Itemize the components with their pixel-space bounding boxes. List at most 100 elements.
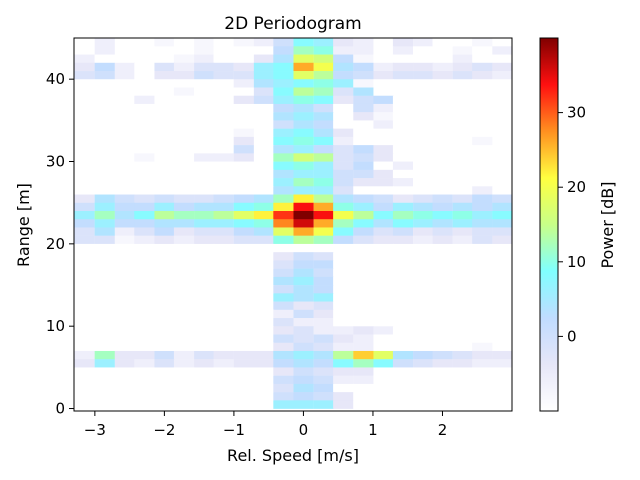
- heatmap-cell: [472, 202, 493, 212]
- heatmap-cell: [472, 243, 493, 253]
- heatmap-cell: [333, 153, 354, 162]
- heatmap-cell: [194, 87, 215, 96]
- heatmap-cell: [413, 326, 434, 335]
- heatmap-cell: [432, 87, 453, 96]
- heatmap-cell: [452, 79, 473, 88]
- heatmap-cell: [213, 169, 234, 179]
- heatmap-cell: [194, 103, 215, 113]
- heatmap-cell: [392, 392, 414, 401]
- heatmap-cell: [194, 342, 215, 352]
- heatmap-cell: [253, 54, 275, 64]
- heatmap-cell: [253, 227, 275, 236]
- heatmap-cell: [173, 128, 195, 138]
- heatmap-cell: [173, 293, 195, 302]
- heatmap-cell: [353, 276, 374, 286]
- heatmap-cell: [452, 309, 473, 319]
- heatmap-cell: [114, 169, 136, 179]
- heatmap-cell: [154, 194, 175, 203]
- heatmap-cell: [74, 293, 95, 302]
- heatmap-cell: [492, 400, 512, 409]
- heatmap-cell: [74, 252, 95, 261]
- heatmap-cell: [333, 309, 354, 319]
- heatmap-cell: [293, 186, 314, 195]
- heatmap-cell: [213, 38, 234, 47]
- heatmap-cell: [273, 318, 294, 327]
- heatmap-cell: [213, 145, 234, 154]
- heatmap-cell: [94, 268, 115, 278]
- colorbar-gradient: [540, 38, 558, 411]
- heatmap-cell: [413, 145, 434, 154]
- heatmap-cell: [253, 145, 275, 154]
- heatmap-cell: [74, 46, 95, 55]
- heatmap-cell: [472, 161, 493, 171]
- heatmap-cell: [74, 334, 95, 343]
- heatmap-cell: [114, 161, 136, 171]
- heatmap-cell: [194, 161, 215, 171]
- heatmap-cell: [74, 268, 95, 278]
- colorbar-tick-label: 30: [567, 104, 586, 122]
- heatmap-cell: [253, 350, 275, 360]
- heatmap-cell: [413, 194, 434, 203]
- heatmap-cell: [194, 186, 215, 195]
- heatmap-cell: [392, 227, 414, 236]
- heatmap-cell: [94, 400, 115, 409]
- heatmap-cell: [233, 334, 254, 343]
- heatmap-cell: [373, 62, 394, 72]
- heatmap-cell: [253, 153, 275, 162]
- heatmap-cell: [213, 194, 234, 203]
- heatmap-cell: [452, 285, 473, 294]
- heatmap-cell: [74, 87, 95, 96]
- heatmap-cell: [432, 38, 453, 47]
- heatmap-cell: [313, 211, 334, 220]
- heatmap-cell: [194, 326, 215, 335]
- heatmap-cell: [472, 301, 493, 311]
- heatmap-cell: [253, 136, 275, 146]
- heatmap-cell: [213, 62, 234, 72]
- heatmap-cell: [432, 79, 453, 88]
- heatmap-cell: [353, 334, 374, 343]
- heatmap-cell: [233, 301, 254, 311]
- heatmap-cell: [233, 178, 254, 187]
- heatmap-cell: [213, 211, 234, 220]
- heatmap-cell: [173, 38, 195, 47]
- heatmap-cell: [432, 342, 453, 352]
- heatmap-cell: [432, 375, 453, 385]
- heatmap-cell: [432, 359, 453, 368]
- heatmap-cell: [154, 46, 175, 55]
- heatmap-cell: [94, 318, 115, 327]
- heatmap-cell: [253, 62, 275, 72]
- heatmap-cell: [233, 202, 254, 212]
- heatmap-cell: [173, 276, 195, 286]
- heatmap-cell: [154, 62, 175, 72]
- heatmap-cell: [253, 219, 275, 228]
- heatmap-cell: [194, 301, 215, 311]
- heatmap-cell: [293, 202, 314, 212]
- heatmap-cell: [173, 62, 195, 72]
- heatmap-cell: [194, 95, 215, 105]
- heatmap-cell: [373, 334, 394, 343]
- heatmap-cell: [373, 375, 394, 385]
- heatmap-cell: [114, 359, 136, 368]
- heatmap-cell: [452, 359, 473, 368]
- heatmap-cell: [472, 112, 493, 121]
- colorbar-tick-label: 20: [567, 178, 586, 196]
- heatmap-cell: [353, 178, 374, 187]
- heatmap-cell: [353, 268, 374, 278]
- heatmap-cell: [373, 243, 394, 253]
- heatmap-cell: [492, 326, 512, 335]
- heatmap-cell: [134, 367, 155, 376]
- heatmap-cell: [253, 375, 275, 385]
- heatmap-cell: [134, 227, 155, 236]
- heatmap-cell: [154, 186, 175, 195]
- heatmap-cell: [233, 38, 254, 47]
- heatmap-cell: [233, 359, 254, 368]
- heatmap-cell: [492, 392, 512, 401]
- heatmap-cell: [173, 268, 195, 278]
- heatmap-cell: [94, 202, 115, 212]
- heatmap-cell: [333, 202, 354, 212]
- heatmap-cell: [413, 202, 434, 212]
- heatmap-cell: [194, 252, 215, 261]
- heatmap-cell: [114, 260, 136, 269]
- heatmap-cell: [413, 95, 434, 105]
- heatmap-cell: [333, 71, 354, 80]
